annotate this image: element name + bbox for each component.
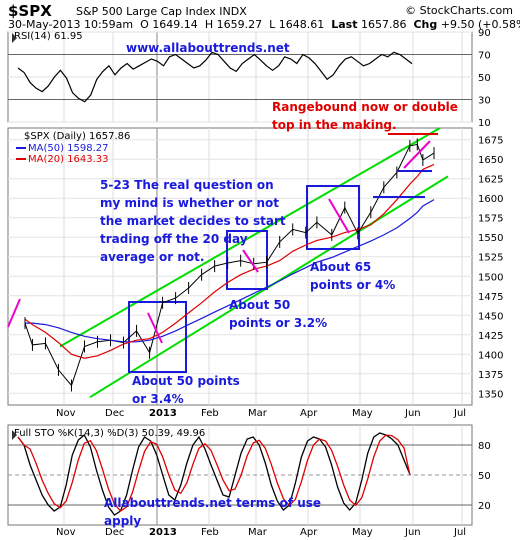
month-label: Nov (56, 527, 76, 538)
source-credit: © StockCharts.com (405, 4, 513, 17)
box1-annotation: About 50 points or 3.4% (132, 374, 240, 406)
price-tick-label: 1350 (478, 389, 503, 400)
pullback-mark (242, 249, 259, 273)
price-tick-label: 1375 (478, 370, 503, 381)
channel-lower-line (89, 175, 449, 399)
rsi-tick-label: 90 (478, 28, 491, 39)
month-label: Dec (105, 527, 124, 538)
terms-annotation: Allabouttrends.net terms of use apply (104, 496, 322, 528)
month-label: Feb (201, 527, 219, 538)
price-tick-label: 1500 (478, 272, 503, 283)
price-tick-label: 1475 (478, 292, 503, 303)
month-label: Jun (404, 408, 421, 419)
price-stats: 30-May-2013 10:59am O 1649.14 H 1659.27 … (8, 18, 520, 31)
sto-d-line (17, 434, 411, 512)
month-label: Mar (248, 527, 268, 538)
price-tick-label: 1525 (478, 253, 503, 264)
rsi-tick-label: 50 (478, 73, 491, 84)
rsi-tick-label: 30 (478, 96, 491, 107)
sto-k-line (17, 432, 411, 516)
sto-tick-label: 50 (478, 471, 491, 482)
index-description: S&P 500 Large Cap Index INDX (76, 5, 247, 18)
price-tick-label: 1625 (478, 175, 503, 186)
month-label: Dec (105, 408, 124, 419)
price-tick-label: 1650 (478, 155, 503, 166)
price-tick-label: 1425 (478, 331, 503, 342)
month-label: Jun (404, 527, 421, 538)
pullback-mark (7, 298, 21, 328)
month-label: 2013 (149, 527, 177, 538)
ma20-line (24, 163, 435, 359)
month-label: Apr (300, 408, 318, 419)
price-tick-label: 1400 (478, 350, 503, 361)
chart-header: $SPX S&P 500 Large Cap Index INDX © Stoc… (8, 2, 520, 32)
sto-tick-label: 20 (478, 501, 491, 512)
rangebound-annotation: Rangebound now or double top in the maki… (272, 100, 458, 132)
month-label: Jul (453, 527, 466, 538)
month-label: Nov (56, 408, 76, 419)
pullback-mark (403, 140, 431, 169)
low-value: 1648.61 (278, 18, 325, 31)
ma50-line (25, 199, 435, 343)
last-value: 1657.86 (360, 18, 407, 31)
pullback-mark (328, 198, 350, 234)
price-line (24, 143, 435, 387)
change-value: +9.50 (+0.58%) (440, 18, 520, 31)
month-label: Feb (201, 408, 219, 419)
quote-date: 30-May-2013 10:59am (8, 18, 134, 31)
sto-collapse-icon (12, 430, 17, 440)
symbol: $SPX (8, 2, 52, 20)
rsi-tick-label: 70 (478, 51, 491, 62)
month-label: May (352, 527, 373, 538)
channel-upper-line (59, 127, 441, 348)
month-label: Mar (248, 408, 268, 419)
rsi-label: RSI(14) 61.95 (14, 31, 83, 42)
open-value: 1649.14 (152, 18, 198, 31)
rsi-line (17, 51, 413, 103)
price-panel-frame (7, 127, 473, 406)
price-tick-label: 1675 (478, 136, 503, 147)
box3-annotation: About 65 points or 4% (310, 260, 396, 292)
rsi-watermark: www.allabouttrends.net (126, 41, 290, 55)
ma20-legend-label: MA(20) 1643.33 (28, 154, 109, 165)
price-tick-label: 1575 (478, 214, 503, 225)
month-label: May (352, 408, 373, 419)
ma50-legend-label: MA(50) 1598.27 (28, 143, 109, 154)
rsi-collapse-icon (12, 33, 17, 43)
high-value: 1659.27 (216, 18, 263, 31)
rsi-tick-label: 10 (478, 118, 491, 129)
sto-tick-label: 80 (478, 441, 491, 452)
month-label: Apr (300, 527, 318, 538)
price-tick-label: 1550 (478, 233, 503, 244)
pullback-mark (147, 312, 163, 344)
box2-annotation: About 50 points or 3.2% (229, 298, 328, 330)
price-tick-label: 1450 (478, 311, 503, 322)
sto-label: Full STO %K(14,3) %D(3) 50.39, 49.96 (14, 428, 205, 439)
month-label: 2013 (149, 408, 177, 419)
price-tick-label: 1600 (478, 194, 503, 205)
range-box-3 (306, 185, 360, 250)
question-annotation: 5-23 The real question on my mind is whe… (100, 178, 286, 264)
month-label: Jul (453, 408, 466, 419)
price-legend-title: $SPX (Daily) 1657.86 (24, 131, 130, 142)
